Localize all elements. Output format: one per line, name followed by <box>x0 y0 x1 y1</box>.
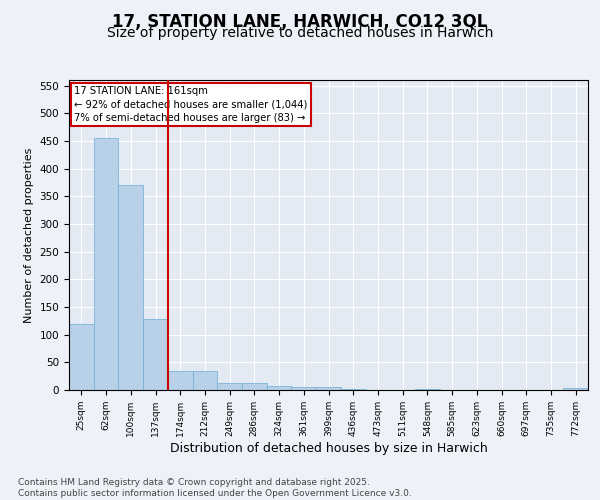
Bar <box>563 388 588 390</box>
Bar <box>217 383 242 390</box>
X-axis label: Distribution of detached houses by size in Harwich: Distribution of detached houses by size … <box>170 442 487 454</box>
Bar <box>415 389 440 390</box>
Bar <box>267 386 292 390</box>
Bar <box>242 383 267 390</box>
Y-axis label: Number of detached properties: Number of detached properties <box>24 148 34 322</box>
Bar <box>168 370 193 390</box>
Bar <box>94 138 118 390</box>
Bar <box>193 370 217 390</box>
Bar <box>316 387 341 390</box>
Text: 17, STATION LANE, HARWICH, CO12 3QL: 17, STATION LANE, HARWICH, CO12 3QL <box>112 12 488 30</box>
Bar <box>292 387 316 390</box>
Text: Size of property relative to detached houses in Harwich: Size of property relative to detached ho… <box>107 26 493 40</box>
Text: Contains HM Land Registry data © Crown copyright and database right 2025.
Contai: Contains HM Land Registry data © Crown c… <box>18 478 412 498</box>
Bar <box>143 319 168 390</box>
Bar <box>69 324 94 390</box>
Bar <box>341 389 365 390</box>
Text: 17 STATION LANE: 161sqm
← 92% of detached houses are smaller (1,044)
7% of semi-: 17 STATION LANE: 161sqm ← 92% of detache… <box>74 86 308 122</box>
Bar <box>118 185 143 390</box>
